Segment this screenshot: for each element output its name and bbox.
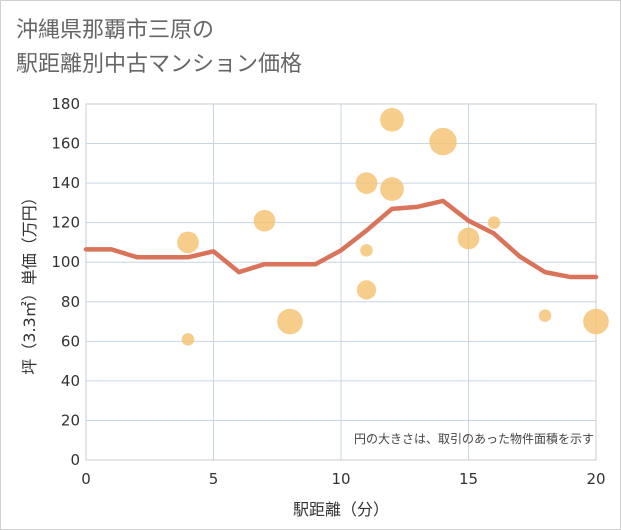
x-tick-label: 20: [586, 470, 605, 488]
chart-title-line-1: 沖縄県那覇市三原の: [16, 18, 215, 43]
y-tick-label: 120: [51, 214, 80, 232]
scatter-point: [360, 244, 373, 257]
average-price-line: [83, 198, 599, 280]
size-note: 円の大きさは、取引のあった物件面積を示す: [354, 431, 594, 446]
y-tick-label: 20: [61, 411, 80, 429]
x-axis-label: 駅距離（分）: [293, 500, 389, 519]
y-axis-label: 坪（3.3㎡）単価（万円）: [20, 189, 39, 374]
y-tick-label: 160: [51, 135, 80, 153]
x-tick-label: 5: [209, 470, 219, 488]
chart-title-line-2: 駅距離別中古マンション価格: [16, 52, 303, 77]
y-tick-label: 180: [51, 95, 80, 113]
scatter-point: [429, 127, 457, 156]
y-tick-label: 80: [61, 293, 80, 311]
x-tick-label: 10: [331, 470, 350, 488]
scatter-point: [538, 309, 552, 322]
scatter-point: [457, 227, 480, 250]
scatter-point: [380, 107, 404, 132]
scatter-point: [356, 280, 377, 300]
y-tick-label: 0: [70, 451, 80, 469]
x-tick-label: 15: [459, 470, 478, 488]
line-layer: [83, 198, 599, 280]
y-tick-label: 140: [51, 174, 80, 192]
scatter-point: [277, 308, 303, 335]
tick-layer: 0 5 10 15 20 0 20 40 60 80 100 120 140 160 180: [51, 95, 605, 488]
scatter-point: [177, 231, 199, 254]
scatter-point: [380, 177, 404, 201]
scatter-point: [355, 172, 378, 194]
y-tick-label: 100: [51, 253, 80, 271]
y-tick-label: 40: [61, 372, 80, 390]
scatter-layer: [177, 107, 609, 346]
chart-title: 沖縄県那覇市三原の 駅距離別中古マンション価格: [16, 14, 302, 82]
scatter-point: [583, 308, 609, 335]
scatter-point: [253, 209, 276, 232]
scatter-point: [181, 333, 195, 346]
x-tick-label: 0: [81, 470, 91, 488]
scatter-point: [487, 216, 501, 229]
grid-layer: [86, 104, 596, 460]
y-tick-label: 60: [61, 332, 80, 350]
